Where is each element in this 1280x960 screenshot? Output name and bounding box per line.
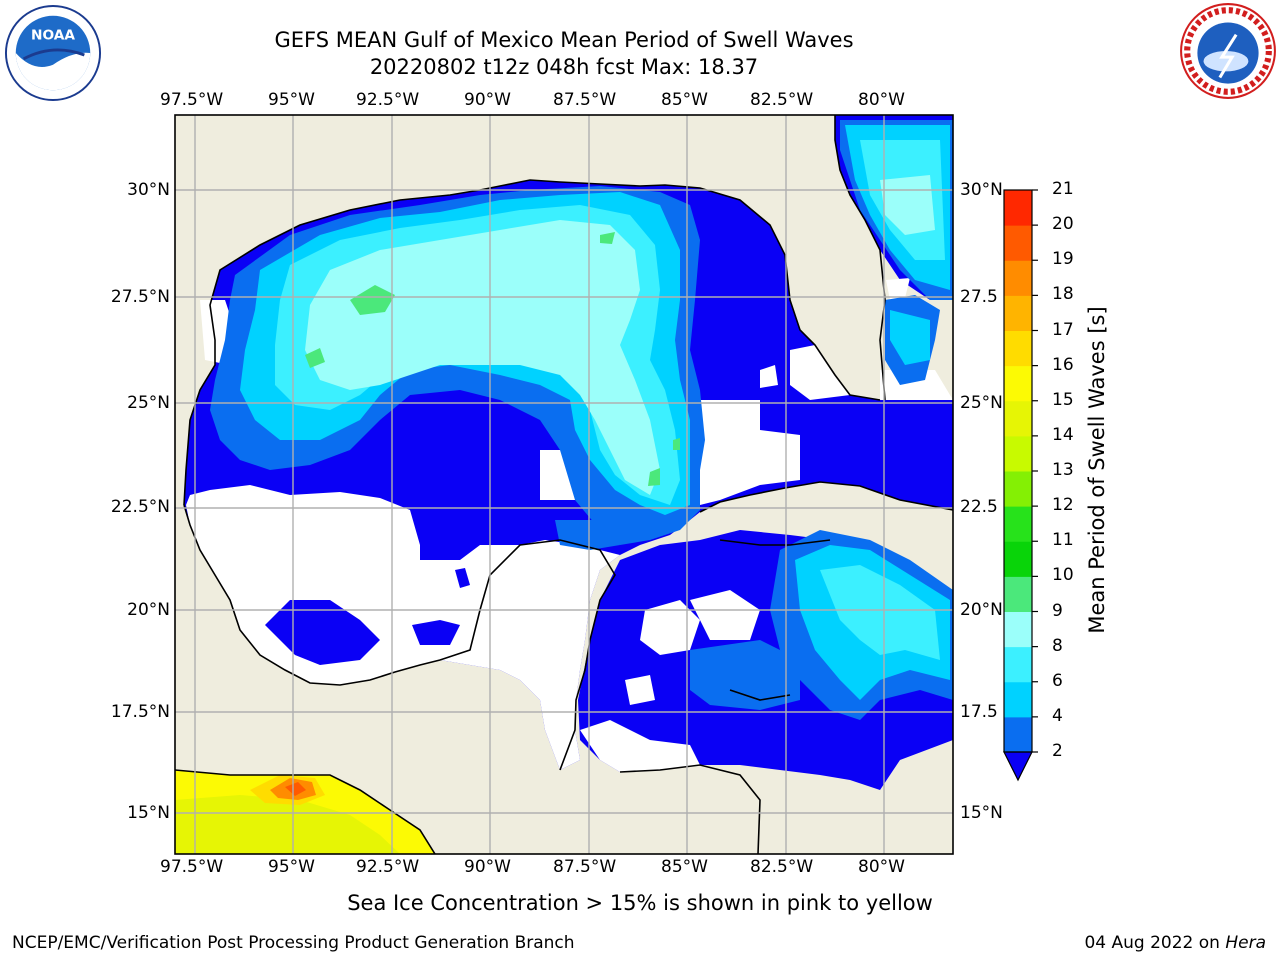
lon-label-bottom: 85°W [661, 857, 708, 877]
lat-label-left: 27.5°N [110, 287, 170, 307]
svg-text:NOAA: NOAA [31, 27, 75, 43]
lon-label-bottom: 80°W [858, 857, 905, 877]
gridlines [175, 115, 953, 854]
lat-label-left: 20°N [127, 600, 170, 620]
lon-label-bottom: 87.5°W [553, 857, 617, 877]
lon-label-top: 95°W [268, 90, 315, 110]
colorbar-tick-label: 8 [1052, 635, 1063, 656]
lon-label-bottom: 97.5°W [160, 857, 224, 877]
colorbar-segment [1004, 435, 1032, 472]
lat-label-left: 22.5°N [110, 497, 170, 517]
colorbar-under-triangle [1003, 751, 1033, 782]
colorbar-segment [1004, 471, 1032, 507]
colorbar-segment [1004, 400, 1032, 437]
lat-label-right: 20°N [960, 600, 1003, 620]
colorbar-tick-label: 14 [1052, 424, 1074, 445]
footer-credit: NCEP/EMC/Verification Post Processing Pr… [12, 933, 575, 953]
lon-label-top: 85°W [661, 90, 708, 110]
sparse-data-patches [265, 568, 470, 665]
colorbar-tick-label: 16 [1052, 354, 1074, 375]
colorbar-segment [1004, 190, 1032, 226]
colorbar-title: Mean Period of Swell Waves [s] [1085, 306, 1109, 634]
colorbar-segment [1004, 506, 1032, 542]
lon-label-top: 82.5°W [750, 90, 814, 110]
colorbar-segment [1004, 365, 1032, 402]
colorbar-segment [1004, 225, 1032, 261]
colorbar-tick-label: 11 [1052, 530, 1074, 551]
colorbar-segment [1004, 576, 1032, 612]
lat-label-left: 30°N [127, 180, 170, 200]
lon-label-top: 80°W [858, 90, 905, 110]
colorbar-segment [1004, 541, 1032, 577]
sea-ice-note: Sea Ice Concentration > 15% is shown in … [347, 891, 933, 915]
colorbar-tick-label: 13 [1052, 460, 1074, 480]
pacific-high-values [175, 770, 435, 854]
lon-label-top: 92.5°W [356, 90, 420, 110]
lat-label-right: 25°N [960, 393, 1003, 413]
lat-label-right: 17.5 [960, 702, 998, 722]
lat-label-left: 25°N [127, 393, 170, 413]
lon-label-bottom: 95°W [268, 857, 315, 877]
lon-label-top: 90°W [464, 90, 511, 110]
lat-label-right: 27.5 [960, 287, 998, 307]
lon-label-bottom: 90°W [464, 857, 511, 877]
colorbar-segment [1004, 681, 1032, 718]
colorbar-tick-label: 15 [1052, 389, 1074, 410]
colorbar-tick-label: 10 [1052, 565, 1074, 586]
lon-label-top: 97.5°W [160, 90, 224, 110]
colorbar-tick-label: 6 [1052, 670, 1063, 691]
lon-label-bottom: 92.5°W [356, 857, 420, 877]
colorbar [1003, 189, 1038, 782]
colorbar-tick-label: 4 [1052, 705, 1063, 726]
colorbar-tick-label: 2 [1052, 741, 1063, 761]
lat-label-right: 15°N [960, 803, 1003, 823]
lat-label-right: 22.5 [960, 497, 998, 517]
lon-label-top: 87.5°W [553, 90, 617, 110]
footer-date: 04 Aug 2022 on Hera [1084, 933, 1266, 953]
colorbar-segment [1004, 611, 1032, 648]
map-frame [174, 114, 954, 855]
colorbar-tick-label: 19 [1052, 249, 1074, 270]
colorbar-tick-label: 21 [1052, 179, 1074, 199]
lon-label-bottom: 82.5°W [750, 857, 814, 877]
colorbar-tick-label: 17 [1052, 319, 1074, 340]
colorbar-tick-label: 20 [1052, 214, 1074, 235]
colorbar-segment [1004, 716, 1032, 753]
colorbar-tick-label: 12 [1052, 495, 1074, 516]
map-subtitle: 20220802 t12z 048h fcst Max: 18.37 [369, 55, 759, 79]
colorbar-segment [1004, 330, 1032, 367]
band-9-10 [305, 232, 680, 486]
noaa-logo: NOAA [4, 4, 102, 102]
colorbar-segment [1004, 295, 1032, 331]
lat-label-left: 17.5°N [110, 702, 170, 722]
lat-label-right: 30°N [960, 180, 1003, 200]
map-title: GEFS MEAN Gulf of Mexico Mean Period of … [274, 28, 854, 52]
colorbar-segment [1004, 646, 1032, 683]
nws-logo [1180, 3, 1276, 99]
lat-label-left: 15°N [127, 803, 170, 823]
footer-date-text: 04 Aug 2022 on [1084, 933, 1226, 953]
colorbar-tick-label: 9 [1052, 600, 1063, 621]
colorbar-tick-label: 18 [1052, 284, 1074, 305]
missing-data-regions [186, 278, 953, 772]
footer-machine: Hera [1225, 933, 1266, 953]
colorbar-segment [1004, 260, 1032, 296]
